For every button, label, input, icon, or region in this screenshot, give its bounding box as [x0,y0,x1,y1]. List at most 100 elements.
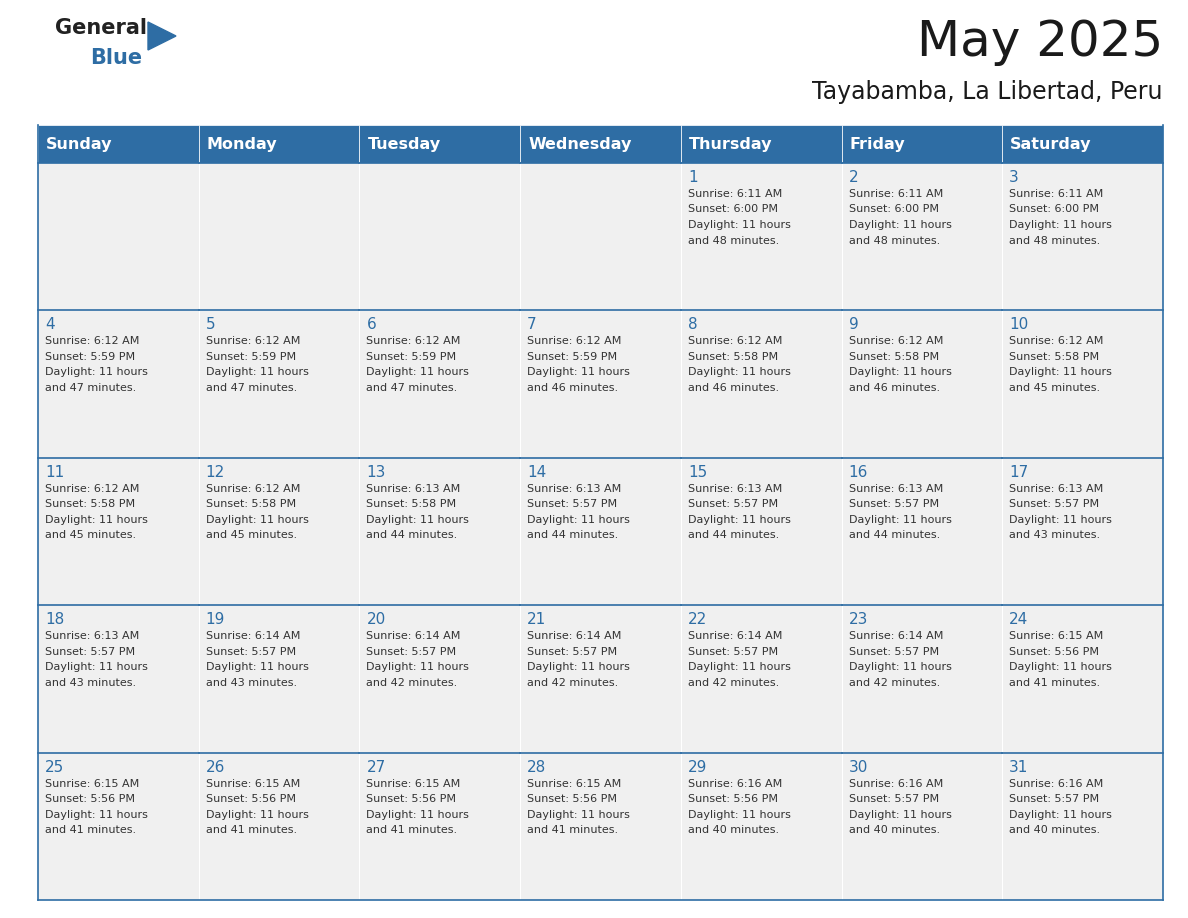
Text: Daylight: 11 hours: Daylight: 11 hours [688,662,791,672]
Text: Daylight: 11 hours: Daylight: 11 hours [366,515,469,525]
Bar [198,125,360,163]
Bar [841,310,1003,458]
Text: Sunset: 5:57 PM: Sunset: 5:57 PM [527,499,618,509]
Text: Friday: Friday [849,137,905,151]
Text: Sunset: 5:57 PM: Sunset: 5:57 PM [1010,499,1099,509]
Text: and 47 minutes.: and 47 minutes. [206,383,297,393]
Text: 22: 22 [688,612,707,627]
Text: and 44 minutes.: and 44 minutes. [366,531,457,541]
Text: and 42 minutes.: and 42 minutes. [366,677,457,688]
Text: Sunrise: 6:14 AM: Sunrise: 6:14 AM [366,632,461,641]
Text: Sunrise: 6:13 AM: Sunrise: 6:13 AM [848,484,943,494]
Text: Sunset: 5:57 PM: Sunset: 5:57 PM [848,499,939,509]
Bar [38,605,198,753]
Text: and 42 minutes.: and 42 minutes. [688,677,779,688]
Text: Sunset: 5:57 PM: Sunset: 5:57 PM [848,646,939,656]
Text: Daylight: 11 hours: Daylight: 11 hours [366,810,469,820]
Text: Wednesday: Wednesday [529,137,632,151]
Text: Sunrise: 6:13 AM: Sunrise: 6:13 AM [45,632,139,641]
Text: Sunset: 5:59 PM: Sunset: 5:59 PM [366,352,456,362]
Bar [38,458,198,605]
Text: Sunrise: 6:14 AM: Sunrise: 6:14 AM [688,632,782,641]
Bar [360,605,520,753]
Text: Daylight: 11 hours: Daylight: 11 hours [848,367,952,377]
Text: 1: 1 [688,170,697,185]
Text: Sunrise: 6:13 AM: Sunrise: 6:13 AM [527,484,621,494]
Text: 8: 8 [688,318,697,332]
Text: 10: 10 [1010,318,1029,332]
Text: Sunrise: 6:12 AM: Sunrise: 6:12 AM [1010,336,1104,346]
Text: 5: 5 [206,318,215,332]
Bar [520,605,681,753]
Bar [360,125,520,163]
Text: Sunrise: 6:12 AM: Sunrise: 6:12 AM [206,484,301,494]
Text: Sunrise: 6:13 AM: Sunrise: 6:13 AM [1010,484,1104,494]
Text: Daylight: 11 hours: Daylight: 11 hours [1010,515,1112,525]
Text: Daylight: 11 hours: Daylight: 11 hours [848,662,952,672]
Text: Sunrise: 6:16 AM: Sunrise: 6:16 AM [848,778,943,789]
Text: and 45 minutes.: and 45 minutes. [45,531,137,541]
Text: 4: 4 [45,318,55,332]
Text: Sunset: 5:59 PM: Sunset: 5:59 PM [527,352,618,362]
Text: and 45 minutes.: and 45 minutes. [206,531,297,541]
Bar [841,753,1003,900]
Text: Daylight: 11 hours: Daylight: 11 hours [366,662,469,672]
Text: and 41 minutes.: and 41 minutes. [527,825,618,835]
Text: Sunday: Sunday [46,137,113,151]
Text: Sunrise: 6:14 AM: Sunrise: 6:14 AM [848,632,943,641]
Bar [198,753,360,900]
Text: 26: 26 [206,759,225,775]
Text: 7: 7 [527,318,537,332]
Text: Sunset: 6:00 PM: Sunset: 6:00 PM [1010,205,1099,215]
Bar [38,163,198,310]
Text: 20: 20 [366,612,386,627]
Text: 15: 15 [688,465,707,480]
Text: Daylight: 11 hours: Daylight: 11 hours [45,515,147,525]
Text: 27: 27 [366,759,386,775]
Text: and 47 minutes.: and 47 minutes. [366,383,457,393]
Text: Tuesday: Tuesday [367,137,441,151]
Text: Sunset: 5:57 PM: Sunset: 5:57 PM [206,646,296,656]
Text: and 44 minutes.: and 44 minutes. [527,531,619,541]
Text: Daylight: 11 hours: Daylight: 11 hours [527,367,630,377]
Text: Daylight: 11 hours: Daylight: 11 hours [1010,662,1112,672]
Bar [1003,163,1163,310]
Text: and 47 minutes.: and 47 minutes. [45,383,137,393]
Text: Sunset: 5:57 PM: Sunset: 5:57 PM [688,499,778,509]
Text: and 43 minutes.: and 43 minutes. [206,677,297,688]
Bar [1003,753,1163,900]
Text: General: General [55,18,147,38]
Text: 24: 24 [1010,612,1029,627]
Text: Daylight: 11 hours: Daylight: 11 hours [688,810,791,820]
Text: and 40 minutes.: and 40 minutes. [1010,825,1100,835]
Text: Tayabamba, La Libertad, Peru: Tayabamba, La Libertad, Peru [813,80,1163,104]
Text: Daylight: 11 hours: Daylight: 11 hours [1010,810,1112,820]
Text: Sunset: 5:57 PM: Sunset: 5:57 PM [527,646,618,656]
Text: and 41 minutes.: and 41 minutes. [366,825,457,835]
Text: Sunrise: 6:11 AM: Sunrise: 6:11 AM [848,189,943,199]
Text: Daylight: 11 hours: Daylight: 11 hours [848,515,952,525]
Bar [38,310,198,458]
Text: Sunrise: 6:11 AM: Sunrise: 6:11 AM [1010,189,1104,199]
Text: and 44 minutes.: and 44 minutes. [848,531,940,541]
Text: Sunset: 5:58 PM: Sunset: 5:58 PM [206,499,296,509]
Text: Sunset: 5:58 PM: Sunset: 5:58 PM [688,352,778,362]
Text: and 40 minutes.: and 40 minutes. [688,825,779,835]
Bar [360,163,520,310]
Text: Sunset: 5:58 PM: Sunset: 5:58 PM [1010,352,1099,362]
Bar [841,163,1003,310]
Text: and 41 minutes.: and 41 minutes. [206,825,297,835]
Text: Sunrise: 6:13 AM: Sunrise: 6:13 AM [366,484,461,494]
Text: Sunrise: 6:12 AM: Sunrise: 6:12 AM [45,336,139,346]
Text: Sunrise: 6:15 AM: Sunrise: 6:15 AM [366,778,461,789]
Text: Sunset: 6:00 PM: Sunset: 6:00 PM [688,205,778,215]
Bar [38,125,198,163]
Text: Sunset: 5:59 PM: Sunset: 5:59 PM [45,352,135,362]
Bar [360,753,520,900]
Text: Daylight: 11 hours: Daylight: 11 hours [527,515,630,525]
Text: Sunrise: 6:15 AM: Sunrise: 6:15 AM [206,778,299,789]
Text: 3: 3 [1010,170,1019,185]
Text: Daylight: 11 hours: Daylight: 11 hours [1010,220,1112,230]
Text: Sunset: 5:56 PM: Sunset: 5:56 PM [206,794,296,804]
Text: 6: 6 [366,318,377,332]
